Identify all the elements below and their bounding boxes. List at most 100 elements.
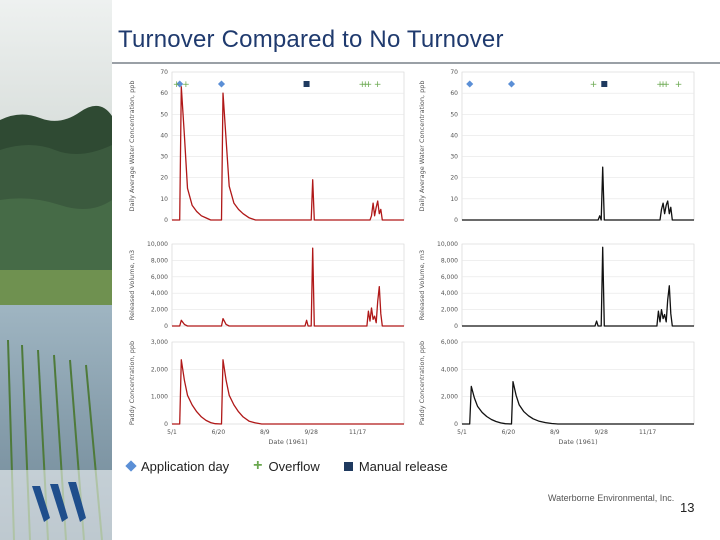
y-tick-label: 6,000	[441, 274, 458, 281]
chart-bottom-left: 0 1,000 2,000 3,000 Paddy Concentration, ppb…	[128, 339, 405, 446]
legend-item-manual: Manual release	[343, 458, 448, 474]
y-tick-label: 70	[450, 69, 458, 76]
chart-middle-left: 0 2,000 4,000 6,000 8,000 10,000 Released Volu…	[128, 241, 405, 330]
y-tick-label: 10	[450, 196, 458, 203]
x-tick-label: 8/9	[260, 429, 270, 436]
y-tick-label: 50	[160, 111, 168, 118]
y-tick-label: 6,000	[441, 339, 458, 346]
y-tick-label: 0	[454, 217, 458, 224]
chart-middle-right: 0 2,000 4,000 6,000 8,000 10,000 Released Volu…	[418, 241, 695, 330]
x-tick-label: 6/20	[502, 429, 516, 436]
y-axis-label: Paddy Concentration, ppb	[418, 341, 426, 425]
chart-top-right: 0 10 20 30 40 50 60 70 Daily Average Water Conce…	[418, 69, 695, 224]
y-tick-label: 0	[164, 421, 168, 428]
plot-area	[461, 243, 695, 327]
y-tick-label: 1,000	[151, 394, 168, 401]
x-axis-label: Date (1961)	[268, 438, 307, 446]
manual-marker	[601, 81, 608, 87]
legend-item-application: Application day	[125, 459, 229, 474]
page-number: 13	[680, 500, 695, 515]
series-line	[172, 359, 404, 425]
y-tick-label: 0	[164, 323, 168, 330]
overflow-marker: +	[659, 80, 667, 90]
y-tick-label: 3,000	[151, 339, 168, 346]
overflow-marker: +	[675, 80, 683, 90]
x-tick-label: 9/28	[594, 429, 608, 436]
background-photo	[0, 0, 112, 540]
plot-area	[461, 71, 695, 221]
y-tick-label: 8,000	[151, 257, 168, 264]
y-tick-label: 70	[160, 69, 168, 76]
overflow-marker: +	[358, 80, 366, 90]
charts-svg: 0 10 20 30 40 50 60 70 Daily Average Water Conce…	[128, 69, 695, 446]
legend-label-overflow: Overflow	[268, 458, 320, 474]
x-axis-label: Date (1961)	[558, 438, 597, 446]
legend-item-overflow: + Overflow	[253, 457, 320, 474]
y-tick-label: 10,000	[437, 241, 458, 248]
chart-panel: 0 10 20 30 40 50 60 70 Daily Average Water Conce…	[112, 64, 720, 460]
company-name: Waterborne Environmental, Inc.	[548, 493, 675, 503]
overflow-marker: +	[173, 80, 181, 90]
y-tick-label: 2,000	[151, 307, 168, 314]
overflow-marker: +	[662, 80, 670, 90]
y-axis-label: Paddy Concentration, ppb	[128, 341, 136, 425]
legend-label-application: Application day	[141, 458, 230, 474]
overflow-marker: +	[590, 80, 598, 90]
legend: Application day + Overflow Manual releas…	[125, 456, 472, 476]
overflow-marker: +	[656, 80, 664, 90]
manual-marker	[303, 81, 310, 87]
y-tick-label: 6,000	[151, 274, 168, 281]
application-marker	[466, 80, 474, 88]
application-marker	[217, 80, 226, 88]
y-tick-label: 4,000	[441, 290, 458, 297]
company-logo	[32, 482, 86, 522]
x-tick-label: 8/9	[550, 429, 560, 436]
series-line	[462, 380, 694, 425]
y-axis-label: Daily Average Water Concentration, ppb	[418, 80, 426, 211]
plus-icon: +	[253, 457, 263, 474]
y-tick-label: 0	[454, 421, 458, 428]
y-tick-label: 50	[450, 111, 458, 118]
plot-area	[461, 341, 695, 425]
x-tick-label: 11/17	[639, 429, 656, 436]
overflow-marker: +	[365, 80, 373, 90]
slide-title: Turnover Compared to No Turnover	[118, 26, 504, 53]
y-tick-label: 10,000	[147, 241, 168, 248]
y-tick-label: 40	[450, 132, 458, 139]
plot-area	[171, 243, 405, 327]
y-tick-label: 20	[450, 175, 458, 182]
y-tick-label: 8,000	[441, 257, 458, 264]
y-axis-label: Daily Average Water Concentration, ppb	[128, 80, 136, 211]
application-marker	[507, 80, 516, 88]
series-line	[462, 246, 694, 327]
series-line	[462, 166, 694, 221]
plot-area	[171, 71, 405, 221]
rice-paddy-photo	[0, 0, 112, 540]
x-tick-label: 6/20	[212, 429, 226, 436]
y-tick-label: 2,000	[151, 366, 168, 373]
y-tick-label: 60	[450, 90, 458, 97]
y-tick-label: 0	[164, 217, 168, 224]
y-tick-label: 4,000	[441, 366, 458, 373]
chart-top-left: 0 10 20 30 40 50 60 70 Daily Average Water Conce…	[128, 69, 405, 224]
y-tick-label: 40	[160, 132, 168, 139]
y-tick-label: 30	[160, 154, 168, 161]
plot-area	[171, 341, 405, 425]
chart-bottom-right: 0 2,000 4,000 6,000 Paddy Concentration, ppb…	[418, 339, 695, 446]
y-tick-label: 60	[160, 90, 168, 97]
x-tick-label: 5/1	[167, 429, 177, 436]
title-divider	[112, 62, 720, 64]
legend-label-manual: Manual release	[358, 458, 448, 474]
x-tick-label: 9/28	[304, 429, 318, 436]
series-line	[172, 86, 404, 221]
y-axis-label: Released Volume, m3	[128, 250, 136, 320]
square-icon	[343, 461, 353, 471]
y-tick-label: 20	[160, 175, 168, 182]
overflow-marker: +	[362, 80, 370, 90]
series-line	[172, 247, 404, 327]
overflow-marker: +	[182, 80, 190, 90]
y-tick-label: 10	[160, 196, 168, 203]
y-tick-label: 2,000	[441, 394, 458, 401]
overflow-marker: +	[374, 80, 382, 90]
x-tick-label: 11/17	[349, 429, 366, 436]
